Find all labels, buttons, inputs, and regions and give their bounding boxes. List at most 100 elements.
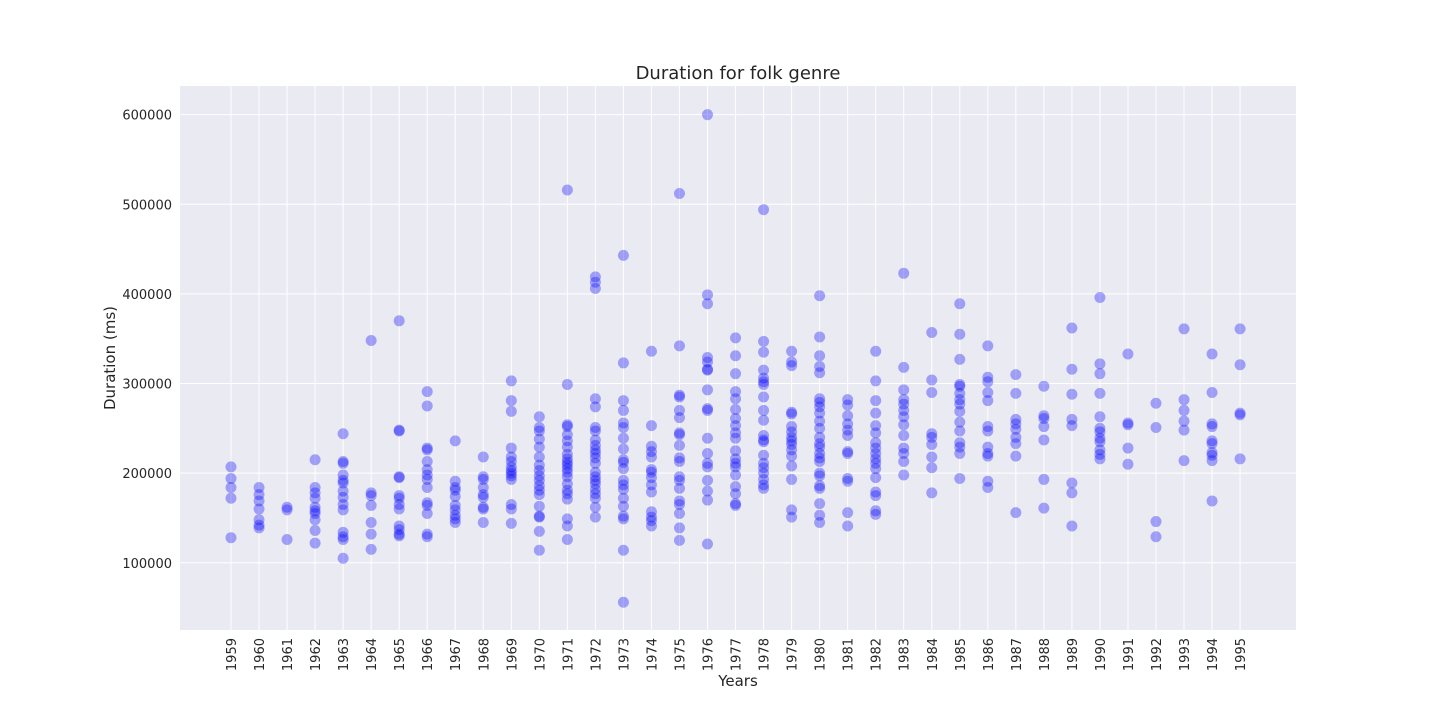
data-point: [1206, 449, 1218, 461]
data-point: [477, 473, 489, 485]
data-point: [1066, 477, 1078, 489]
data-point: [1038, 421, 1050, 433]
data-point: [1010, 438, 1022, 450]
data-point: [730, 350, 742, 362]
data-point: [870, 395, 882, 407]
data-point: [814, 452, 826, 464]
data-point: [645, 486, 657, 498]
data-point: [617, 596, 629, 608]
data-point: [870, 427, 882, 439]
data-point: [673, 188, 685, 200]
data-point: [1122, 419, 1134, 431]
data-point: [730, 453, 742, 465]
data-point: [365, 543, 377, 555]
data-point: [673, 499, 685, 511]
data-point: [505, 473, 517, 485]
data-point: [730, 432, 742, 444]
data-point: [870, 345, 882, 357]
data-point: [589, 393, 601, 405]
data-point: [337, 469, 349, 481]
data-point: [1150, 531, 1162, 543]
data-point: [730, 404, 742, 416]
data-point: [253, 503, 265, 515]
data-point: [645, 472, 657, 484]
data-point: [730, 469, 742, 481]
x-tick-label: 1982: [870, 638, 885, 671]
data-point: [926, 462, 938, 474]
data-point: [533, 474, 545, 486]
data-point: [673, 340, 685, 352]
data-point: [617, 249, 629, 261]
x-tick-label: 1993: [1178, 638, 1193, 671]
data-point: [702, 384, 714, 396]
data-point: [505, 442, 517, 454]
data-point: [730, 445, 742, 457]
data-point: [617, 357, 629, 369]
data-point: [954, 447, 966, 459]
data-point: [814, 350, 826, 362]
data-point: [533, 480, 545, 492]
data-point: [449, 499, 461, 511]
x-tick-label: 1988: [1038, 638, 1053, 671]
data-point: [645, 420, 657, 432]
data-point: [589, 478, 601, 490]
data-point: [393, 472, 405, 484]
data-point: [309, 507, 321, 519]
data-point: [786, 435, 798, 447]
x-tick-label: 1970: [533, 638, 548, 671]
x-tick-label: 1987: [1010, 638, 1025, 671]
data-point: [561, 448, 573, 460]
data-point: [898, 398, 910, 410]
data-point: [421, 469, 433, 481]
x-tick-labels: 1959 1960 1961 1962 1963 1964 1965 1966 1967 1968…: [225, 638, 1249, 671]
data-point: [533, 425, 545, 437]
data-point: [1094, 432, 1106, 444]
data-point: [561, 421, 573, 433]
y-gridlines: [180, 114, 1296, 564]
data-point: [898, 469, 910, 481]
data-point: [842, 446, 854, 458]
data-point: [421, 386, 433, 398]
data-point: [1206, 438, 1218, 450]
data-point: [842, 447, 854, 459]
data-point: [365, 528, 377, 540]
data-point: [1206, 495, 1218, 507]
data-point: [926, 374, 938, 386]
y-tick-labels: 100000 200000 300000 400000 500000 600000: [122, 109, 172, 572]
data-point: [589, 447, 601, 459]
data-point: [758, 376, 770, 388]
data-point: [421, 528, 433, 540]
data-point: [589, 492, 601, 504]
data-point: [926, 326, 938, 338]
x-tick-label: 1967: [449, 638, 464, 671]
data-point: [758, 378, 770, 390]
data-point: [702, 494, 714, 506]
data-point: [533, 451, 545, 463]
data-point: [814, 467, 826, 479]
data-point: [730, 420, 742, 432]
data-point: [954, 398, 966, 410]
data-point: [561, 184, 573, 196]
data-point: [954, 328, 966, 340]
data-point: [758, 473, 770, 485]
data-point: [702, 364, 714, 376]
data-point: [814, 401, 826, 413]
x-axis-label: Years: [717, 672, 758, 690]
data-point: [982, 387, 994, 399]
data-point: [814, 407, 826, 419]
data-point: [1094, 358, 1106, 370]
data-point: [898, 456, 910, 468]
y-tick-label: 400000: [122, 288, 172, 303]
data-point: [814, 509, 826, 521]
data-point: [561, 513, 573, 525]
data-point: [954, 416, 966, 428]
data-point: [926, 438, 938, 450]
y-tick-label: 200000: [122, 467, 172, 482]
data-point: [449, 509, 461, 521]
data-point: [702, 298, 714, 310]
data-point: [309, 492, 321, 504]
data-point: [842, 473, 854, 485]
data-point: [898, 411, 910, 423]
data-point: [1122, 417, 1134, 429]
